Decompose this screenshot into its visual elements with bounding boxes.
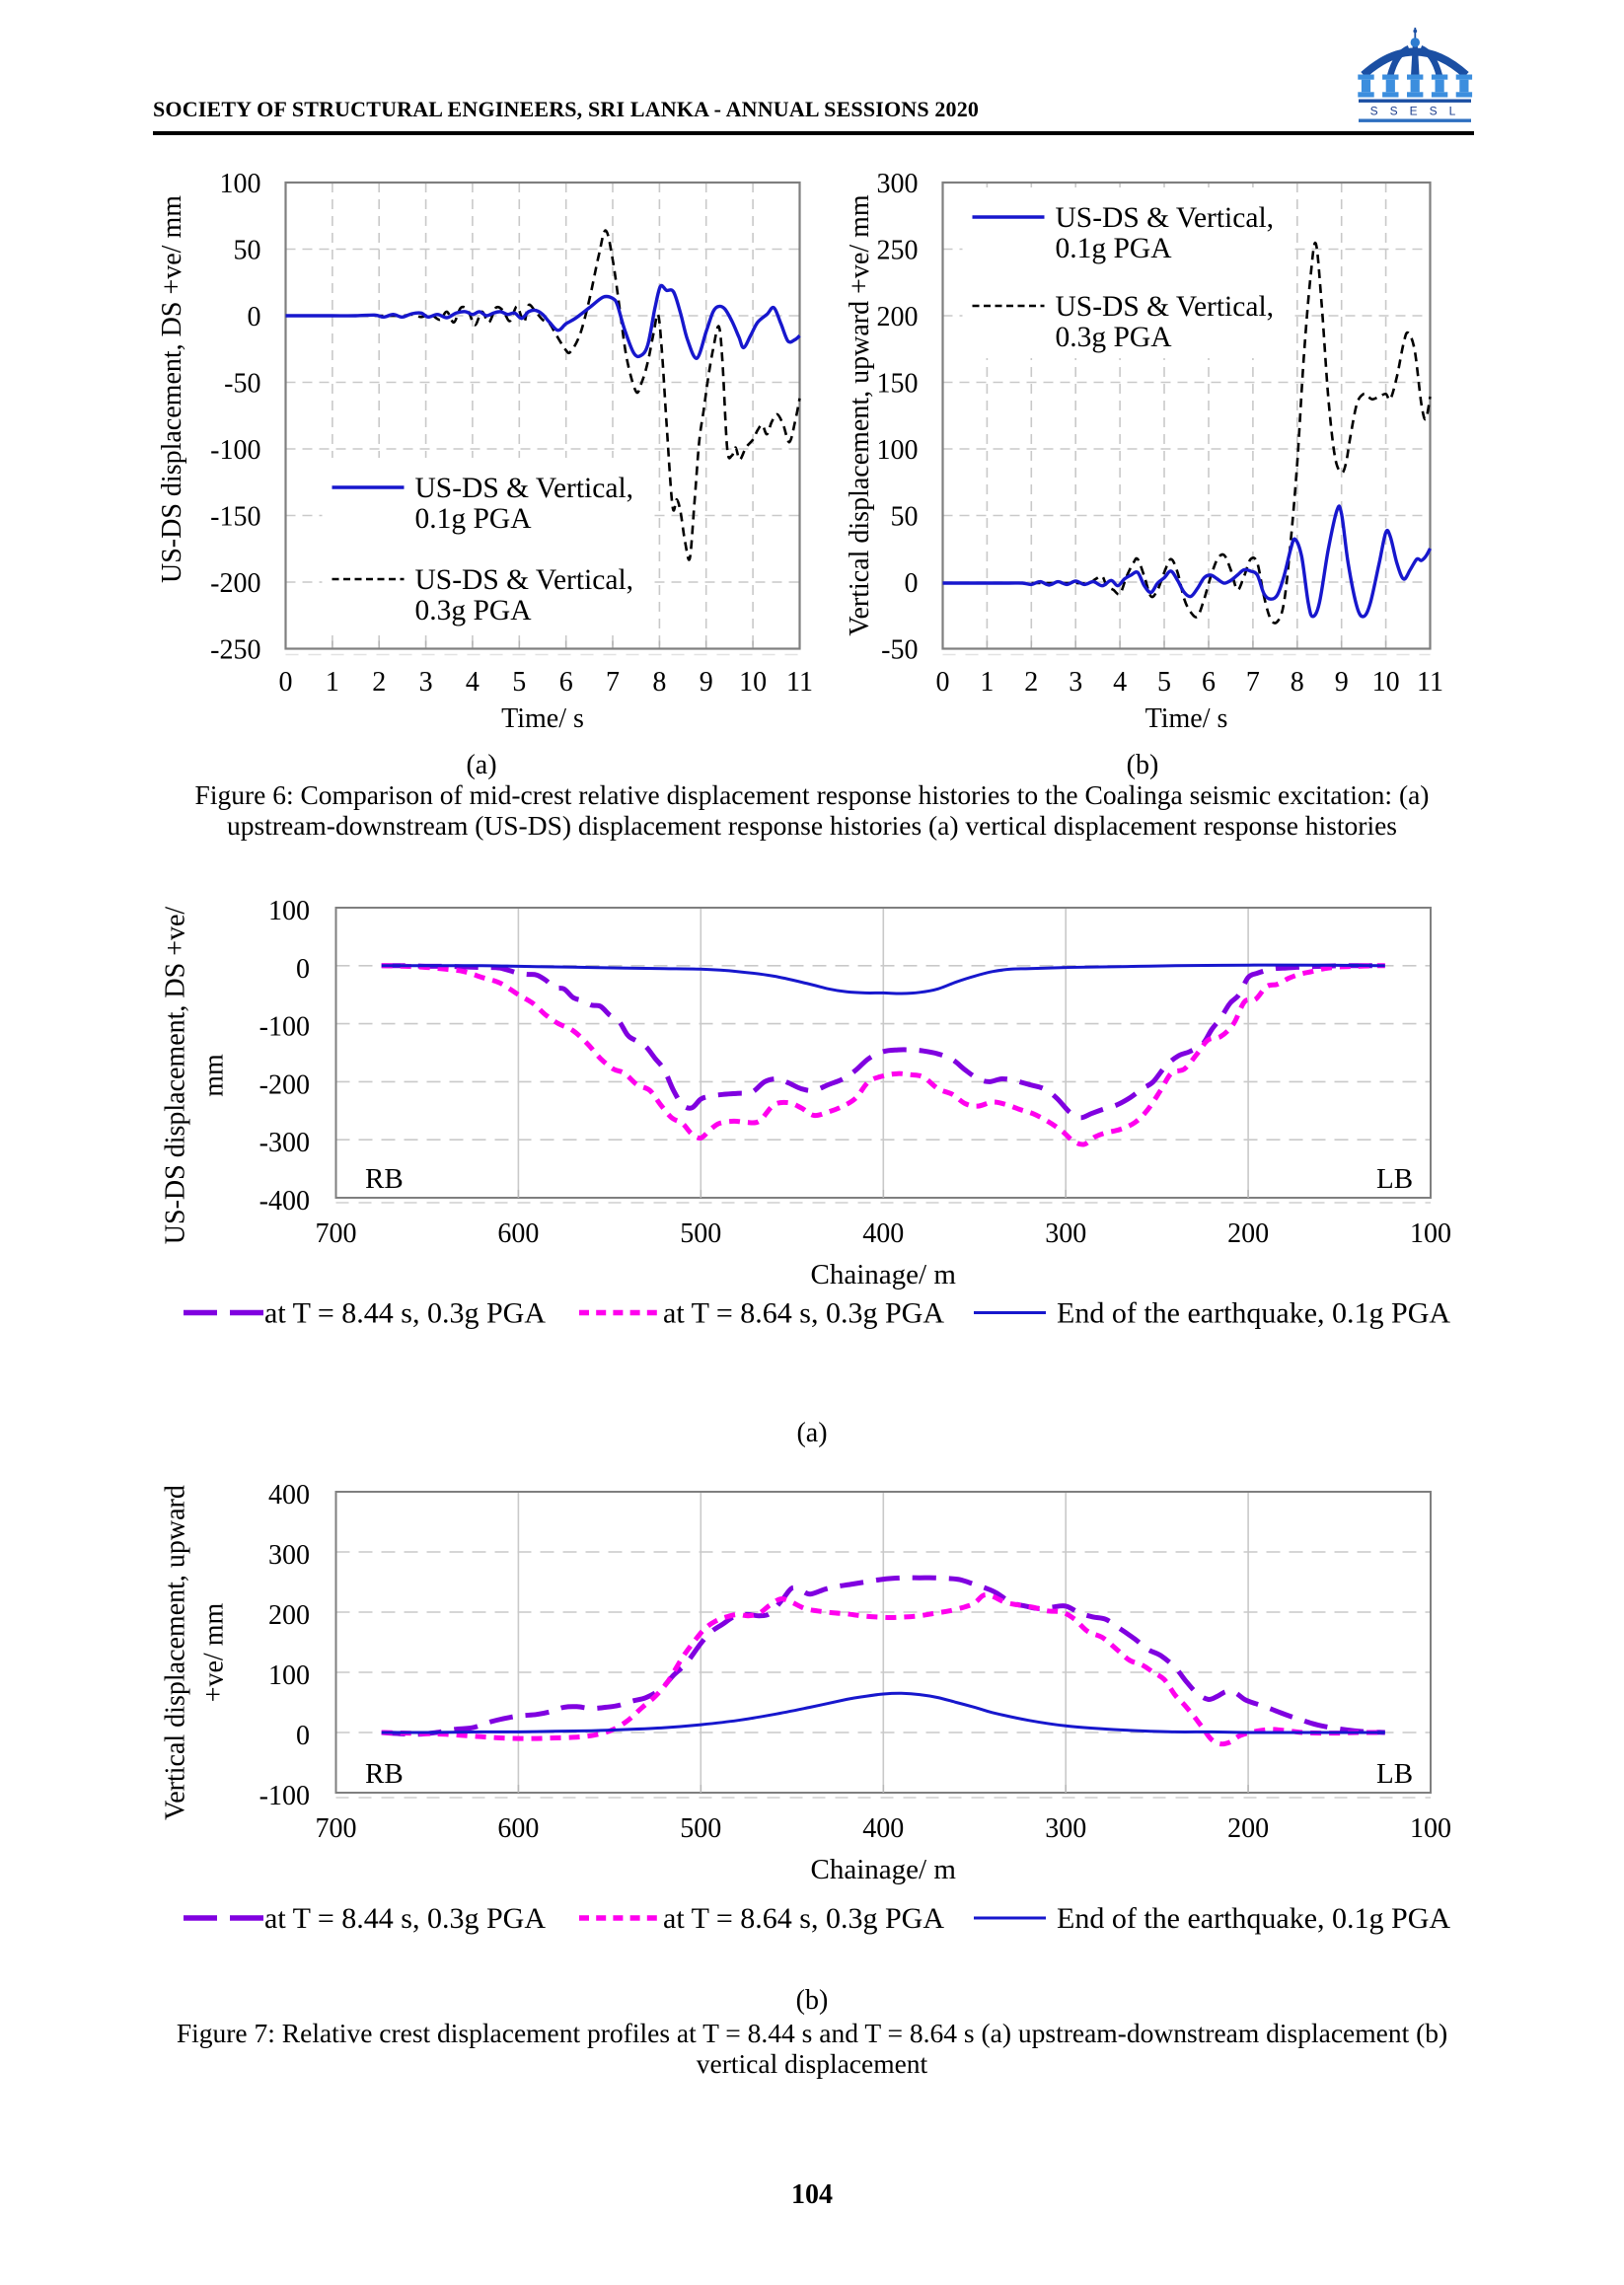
svg-text:+ve/ mm: +ve/ mm [199,1603,230,1703]
svg-text:-250: -250 [210,635,260,666]
svg-text:200: 200 [1227,1218,1269,1249]
svg-text:-200: -200 [259,1069,310,1100]
svg-text:600: 600 [497,1813,539,1844]
svg-text:US-DS & Vertical,: US-DS & Vertical, [1056,291,1275,323]
svg-text:Time/ s: Time/ s [501,703,584,734]
svg-text:10: 10 [1372,667,1400,698]
svg-text:Vertical displacement, upward: Vertical displacement, upward +ve/ mm [845,194,875,636]
svg-text:1: 1 [326,667,339,698]
svg-text:Time/ s: Time/ s [1145,703,1228,734]
svg-text:at T = 8.44 s, 0.3g PGA: at T = 8.44 s, 0.3g PGA [264,1297,546,1330]
svg-text:9: 9 [700,667,713,698]
svg-text:Vertical displacement, upward: Vertical displacement, upward [161,1485,191,1820]
svg-text:5: 5 [1157,667,1171,698]
svg-text:US-DS & Vertical,: US-DS & Vertical, [1056,202,1275,234]
svg-text:100: 100 [268,896,310,926]
svg-text:2: 2 [1024,667,1038,698]
svg-text:8: 8 [1291,667,1304,698]
svg-text:0: 0 [905,568,919,599]
svg-text:300: 300 [268,1540,310,1571]
svg-text:4: 4 [1113,667,1127,698]
svg-text:100: 100 [1410,1813,1451,1844]
svg-text:0.1g PGA: 0.1g PGA [415,503,533,535]
svg-text:11: 11 [1417,667,1443,698]
svg-text:0.3g PGA: 0.3g PGA [1056,322,1173,353]
svg-text:-100: -100 [259,1781,310,1811]
svg-text:US-DS displacement, DS +ve/: US-DS displacement, DS +ve/ [161,907,191,1245]
svg-text:6: 6 [559,667,573,698]
svg-text:-50: -50 [224,369,260,400]
svg-text:10: 10 [739,667,767,698]
svg-text:7: 7 [1246,667,1260,698]
svg-text:Chainage/ m: Chainage/ m [811,1259,957,1290]
svg-text:US-DS & Vertical,: US-DS & Vertical, [415,564,634,596]
svg-text:100: 100 [268,1660,310,1691]
svg-text:-100: -100 [210,435,260,466]
svg-text:0: 0 [279,667,293,698]
svg-text:150: 150 [877,369,919,400]
svg-text:-50: -50 [881,635,918,666]
svg-text:300: 300 [1045,1218,1086,1249]
svg-text:SSESL: SSESL [1370,105,1468,118]
svg-text:11: 11 [786,667,813,698]
svg-text:RB: RB [365,1758,404,1790]
svg-text:3: 3 [419,667,433,698]
svg-text:300: 300 [1045,1813,1086,1844]
svg-text:End of the earthquake, 0.1g PG: End of the earthquake, 0.1g PGA [1057,1902,1450,1935]
svg-text:US-DS displacement, DS +ve/ mm: US-DS displacement, DS +ve/ mm [157,195,187,583]
svg-text:1: 1 [980,667,994,698]
svg-text:End of the earthquake, 0.1g PG: End of the earthquake, 0.1g PGA [1057,1297,1450,1330]
svg-text:RB: RB [365,1163,404,1195]
svg-text:250: 250 [877,236,919,266]
svg-text:LB: LB [1376,1758,1413,1790]
svg-text:3: 3 [1069,667,1082,698]
svg-text:0: 0 [936,667,950,698]
svg-text:at T = 8.64 s, 0.3g PGA: at T = 8.64 s, 0.3g PGA [663,1902,944,1935]
svg-text:500: 500 [680,1218,721,1249]
svg-text:Chainage/ m: Chainage/ m [811,1854,957,1885]
svg-text:-300: -300 [259,1128,310,1158]
svg-text:100: 100 [220,169,261,199]
svg-text:0: 0 [296,1721,310,1751]
svg-text:700: 700 [316,1218,357,1249]
svg-text:0: 0 [248,302,261,332]
svg-text:50: 50 [234,236,261,266]
svg-text:100: 100 [1410,1218,1451,1249]
svg-text:US-DS & Vertical,: US-DS & Vertical, [415,473,634,504]
svg-text:7: 7 [606,667,620,698]
svg-text:700: 700 [316,1813,357,1844]
svg-text:-100: -100 [259,1012,310,1043]
svg-text:200: 200 [877,302,919,332]
svg-text:100: 100 [877,435,919,466]
svg-text:at T = 8.64 s, 0.3g PGA: at T = 8.64 s, 0.3g PGA [663,1297,944,1330]
svg-text:-150: -150 [210,502,260,533]
svg-text:50: 50 [891,502,919,533]
svg-text:LB: LB [1376,1163,1413,1195]
svg-text:400: 400 [862,1813,904,1844]
svg-text:(b): (b) [1127,750,1159,780]
svg-text:300: 300 [877,169,919,199]
svg-text:-400: -400 [259,1186,310,1216]
svg-text:400: 400 [862,1218,904,1249]
svg-text:8: 8 [652,667,666,698]
svg-text:0.1g PGA: 0.1g PGA [1056,233,1173,264]
svg-text:(a): (a) [466,750,496,780]
svg-text:5: 5 [512,667,526,698]
svg-text:0: 0 [296,954,310,985]
svg-text:0.3g PGA: 0.3g PGA [415,595,533,627]
svg-text:500: 500 [680,1813,721,1844]
svg-text:6: 6 [1202,667,1216,698]
svg-text:-200: -200 [210,568,260,599]
svg-text:400: 400 [268,1480,310,1511]
svg-text:at T = 8.44 s, 0.3g PGA: at T = 8.44 s, 0.3g PGA [264,1902,546,1935]
svg-text:600: 600 [497,1218,539,1249]
svg-text:mm: mm [199,1054,230,1097]
svg-text:2: 2 [372,667,386,698]
svg-text:200: 200 [268,1600,310,1631]
svg-text:4: 4 [466,667,480,698]
svg-text:200: 200 [1227,1813,1269,1844]
svg-text:9: 9 [1335,667,1349,698]
